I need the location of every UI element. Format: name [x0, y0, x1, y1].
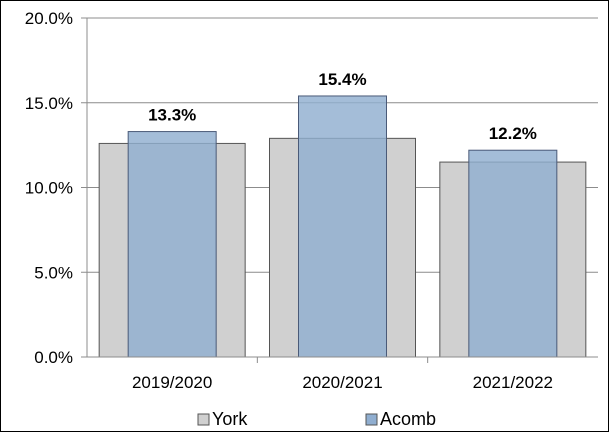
bar-acomb — [468, 149, 558, 358]
bars — [98, 95, 587, 358]
legend: York Acomb — [197, 409, 436, 429]
y-tick-label: 0.0% — [34, 348, 73, 367]
bar-acomb — [298, 95, 387, 358]
legend-label-acomb: Acomb — [380, 409, 436, 429]
y-tick-label: 5.0% — [34, 263, 73, 282]
legend-swatch-acomb — [365, 413, 378, 426]
y-tick-label: 15.0% — [25, 94, 73, 113]
axes — [81, 17, 598, 363]
legend-swatch-york — [197, 413, 210, 426]
x-tick-label: 2019/2020 — [132, 373, 212, 392]
data-label: 13.3% — [148, 106, 196, 125]
y-tick-label: 10.0% — [25, 179, 73, 198]
x-tick-label: 2021/2022 — [473, 373, 553, 392]
bar-acomb — [127, 131, 217, 358]
data-label: 15.4% — [318, 70, 366, 89]
labels: 0.0% 5.0% 10.0% 15.0% 20.0% 13.3% 2019/2020 15.… — [25, 9, 553, 392]
data-label: 12.2% — [489, 124, 537, 143]
y-tick-label: 20.0% — [25, 9, 73, 28]
legend-label-york: York — [212, 409, 248, 429]
x-tick-label: 2020/2021 — [302, 373, 382, 392]
